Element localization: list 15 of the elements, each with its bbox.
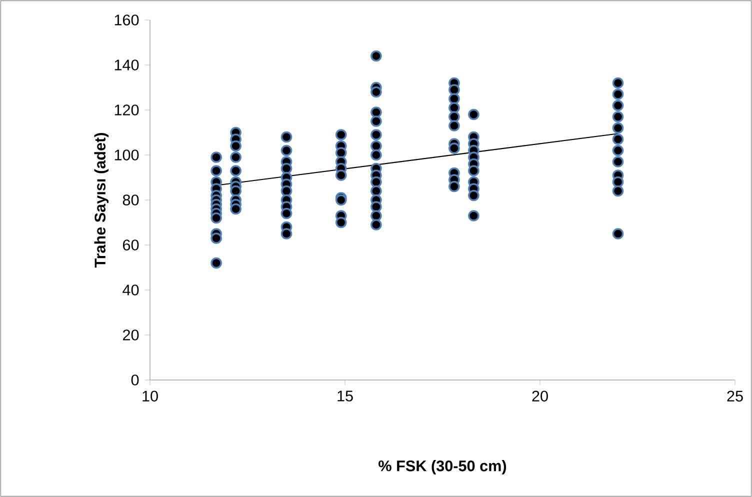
x-axis-title: % FSK (30-50 cm) — [378, 460, 506, 474]
y-tick-label: 20 — [123, 330, 139, 340]
x-tick-label: 20 — [532, 390, 548, 402]
y-tick-label: 140 — [114, 60, 139, 70]
y-tick-label: 80 — [122, 194, 139, 206]
y-tick-label: 40 — [122, 284, 139, 296]
y-tick-label: 100 — [114, 150, 139, 160]
x-tick-label: 25 — [727, 390, 743, 402]
y-tick-label: 160 — [114, 14, 139, 26]
y-axis-title: Trahe Sayısı (adet) — [94, 133, 109, 268]
y-tick-label: 0 — [131, 374, 139, 386]
x-tick-label: 10 — [142, 390, 158, 402]
y-tick-label: 60 — [123, 240, 139, 250]
x-tick-label: 15 — [338, 390, 353, 402]
y-tick-label: 120 — [114, 104, 139, 116]
